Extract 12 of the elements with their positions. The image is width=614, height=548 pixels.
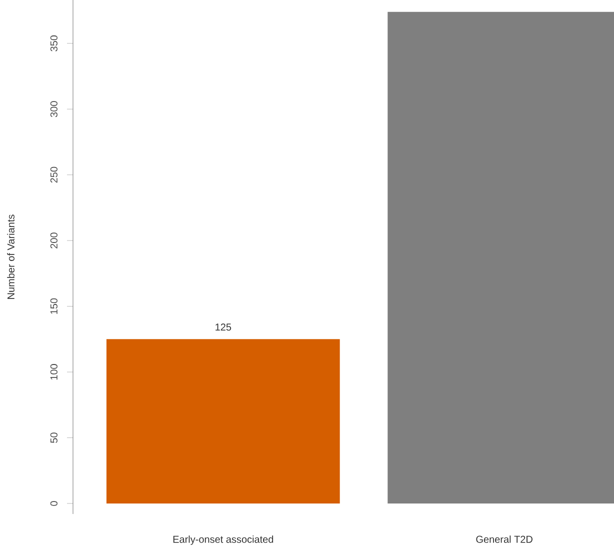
data-label: 125 — [216, 324, 232, 331]
x-tick-label: General T2D — [476, 536, 532, 543]
y-tick-label: 350 — [50, 35, 58, 52]
y-tick-label: 100 — [50, 364, 58, 380]
x-tick-label: Early-onset associated — [173, 536, 274, 545]
y-tick-label: 50 — [50, 432, 58, 443]
y-tick-label: 300 — [50, 101, 58, 118]
y-tick-label: 0 — [50, 501, 58, 506]
y-tick-label: 250 — [50, 166, 58, 183]
y-tick-label: 150 — [50, 298, 58, 314]
y-tick-label: 200 — [50, 232, 58, 248]
y-axis-title: Number of Variants — [7, 214, 14, 299]
